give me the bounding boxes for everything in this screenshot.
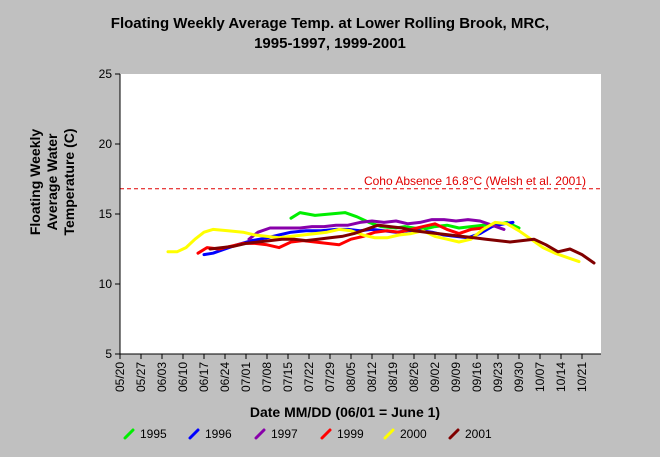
y-axis-title-line-3: Temperature (C) (61, 128, 77, 235)
series-line-1995 (289, 211, 521, 231)
series-line-1997 (247, 218, 506, 241)
y-axis-title-line-1: Floating Weekly (27, 129, 43, 236)
coho-threshold-label: Coho Absence 16.8°C (Welsh et al. 2001) (364, 174, 586, 188)
x-tick-label: 06/24 (218, 362, 232, 392)
x-tick-label: 07/15 (281, 362, 295, 392)
x-tick-label: 10/14 (554, 362, 568, 392)
series-line-2001 (208, 223, 596, 265)
x-tick-label: 06/10 (176, 362, 190, 392)
chart-subtitle: 1995-1997, 1999-2001 (254, 35, 406, 52)
legend-label-1999: 1999 (337, 427, 364, 441)
x-tick-label: 09/09 (449, 362, 463, 392)
x-axis-title: Date MM/DD (06/01 = June 1) (250, 404, 440, 420)
y-tick-label: 25 (99, 67, 113, 81)
y-tick-label: 10 (99, 277, 113, 291)
x-tick-label: 09/16 (470, 362, 484, 392)
legend-swatch-1995 (123, 428, 135, 440)
legend-label-2001: 2001 (465, 427, 492, 441)
legend-swatch-1997 (254, 428, 266, 440)
x-tick-label: 09/23 (491, 362, 505, 392)
chart-title: Floating Weekly Average Temp. at Lower R… (111, 15, 549, 32)
series-line-2000 (166, 220, 581, 264)
legend-label-1995: 1995 (140, 427, 167, 441)
x-tick-label: 06/17 (197, 362, 211, 392)
legend: 1995 1996 1997 1999 2000 2001 (123, 427, 492, 441)
x-tick-label: 07/01 (239, 362, 253, 392)
x-tick-label: 05/27 (134, 362, 148, 392)
y-tick-label: 15 (99, 207, 113, 221)
x-tick-label: 10/21 (575, 362, 589, 392)
legend-label-2000: 2000 (400, 427, 427, 441)
x-tick-label: 07/29 (323, 362, 337, 392)
plot-area (120, 74, 601, 354)
x-tick-label: 05/20 (113, 362, 127, 392)
x-tick-label: 09/02 (428, 362, 442, 392)
y-tick-label: 20 (99, 137, 113, 151)
legend-swatch-1996 (188, 428, 200, 440)
legend-swatch-1999 (320, 428, 332, 440)
x-tick-label: 08/12 (365, 362, 379, 392)
y-axis-title-line-2: Average Water (44, 133, 60, 231)
legend-label-1997: 1997 (271, 427, 298, 441)
x-tick-label: 10/07 (533, 362, 547, 392)
x-tick-label: 06/03 (155, 362, 169, 392)
x-tick-label: 07/08 (260, 362, 274, 392)
legend-swatch-2001 (448, 428, 460, 440)
x-tick-label: 08/26 (407, 362, 421, 392)
y-tick-label: 5 (105, 347, 112, 361)
x-tick-label: 07/22 (302, 362, 316, 392)
legend-swatch-2000 (383, 428, 395, 440)
x-tick-label: 08/05 (344, 362, 358, 392)
legend-label-1996: 1996 (205, 427, 232, 441)
x-tick-label: 09/30 (512, 362, 526, 392)
x-tick-label: 08/19 (386, 362, 400, 392)
